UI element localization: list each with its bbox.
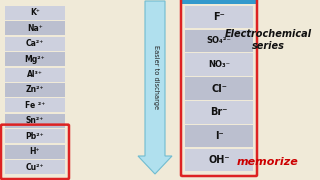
Text: Al³⁺: Al³⁺ [27, 70, 43, 79]
Text: Pb²⁺: Pb²⁺ [26, 132, 44, 141]
FancyBboxPatch shape [5, 160, 65, 174]
Text: I⁻: I⁻ [215, 131, 223, 141]
Text: Cl⁻: Cl⁻ [211, 84, 227, 93]
FancyBboxPatch shape [5, 83, 65, 97]
FancyBboxPatch shape [5, 6, 65, 20]
Text: Easier to discharge: Easier to discharge [153, 45, 159, 110]
Text: H⁺: H⁺ [30, 147, 40, 156]
Text: Ca²⁺: Ca²⁺ [26, 39, 44, 48]
FancyBboxPatch shape [185, 101, 253, 123]
FancyBboxPatch shape [185, 125, 253, 147]
Text: Mg²⁺: Mg²⁺ [25, 55, 45, 64]
Text: Fe ²⁺: Fe ²⁺ [25, 101, 45, 110]
Text: K⁺: K⁺ [30, 8, 40, 17]
FancyBboxPatch shape [5, 145, 65, 159]
Text: Zn²⁺: Zn²⁺ [26, 86, 44, 94]
FancyBboxPatch shape [185, 149, 253, 171]
FancyBboxPatch shape [5, 21, 65, 35]
Text: Cu²⁺: Cu²⁺ [26, 163, 44, 172]
FancyBboxPatch shape [185, 53, 253, 76]
FancyBboxPatch shape [5, 98, 65, 112]
FancyBboxPatch shape [5, 68, 65, 82]
Text: NO₃⁻: NO₃⁻ [208, 60, 230, 69]
FancyBboxPatch shape [185, 6, 253, 28]
FancyBboxPatch shape [182, 0, 256, 4]
Text: Na⁺: Na⁺ [27, 24, 43, 33]
Text: Sn²⁺: Sn²⁺ [26, 116, 44, 125]
FancyBboxPatch shape [5, 129, 65, 143]
Text: Electrochemical
series: Electrochemical series [224, 29, 312, 51]
Text: F⁻: F⁻ [213, 12, 225, 22]
FancyBboxPatch shape [5, 52, 65, 66]
Text: SO₄²⁻: SO₄²⁻ [207, 36, 231, 45]
Text: memorize: memorize [237, 157, 299, 167]
FancyBboxPatch shape [5, 114, 65, 128]
Text: Br⁻: Br⁻ [210, 107, 228, 117]
FancyArrow shape [138, 1, 172, 174]
FancyBboxPatch shape [185, 77, 253, 100]
Text: OH⁻: OH⁻ [208, 155, 230, 165]
FancyBboxPatch shape [185, 30, 253, 52]
FancyBboxPatch shape [5, 37, 65, 51]
